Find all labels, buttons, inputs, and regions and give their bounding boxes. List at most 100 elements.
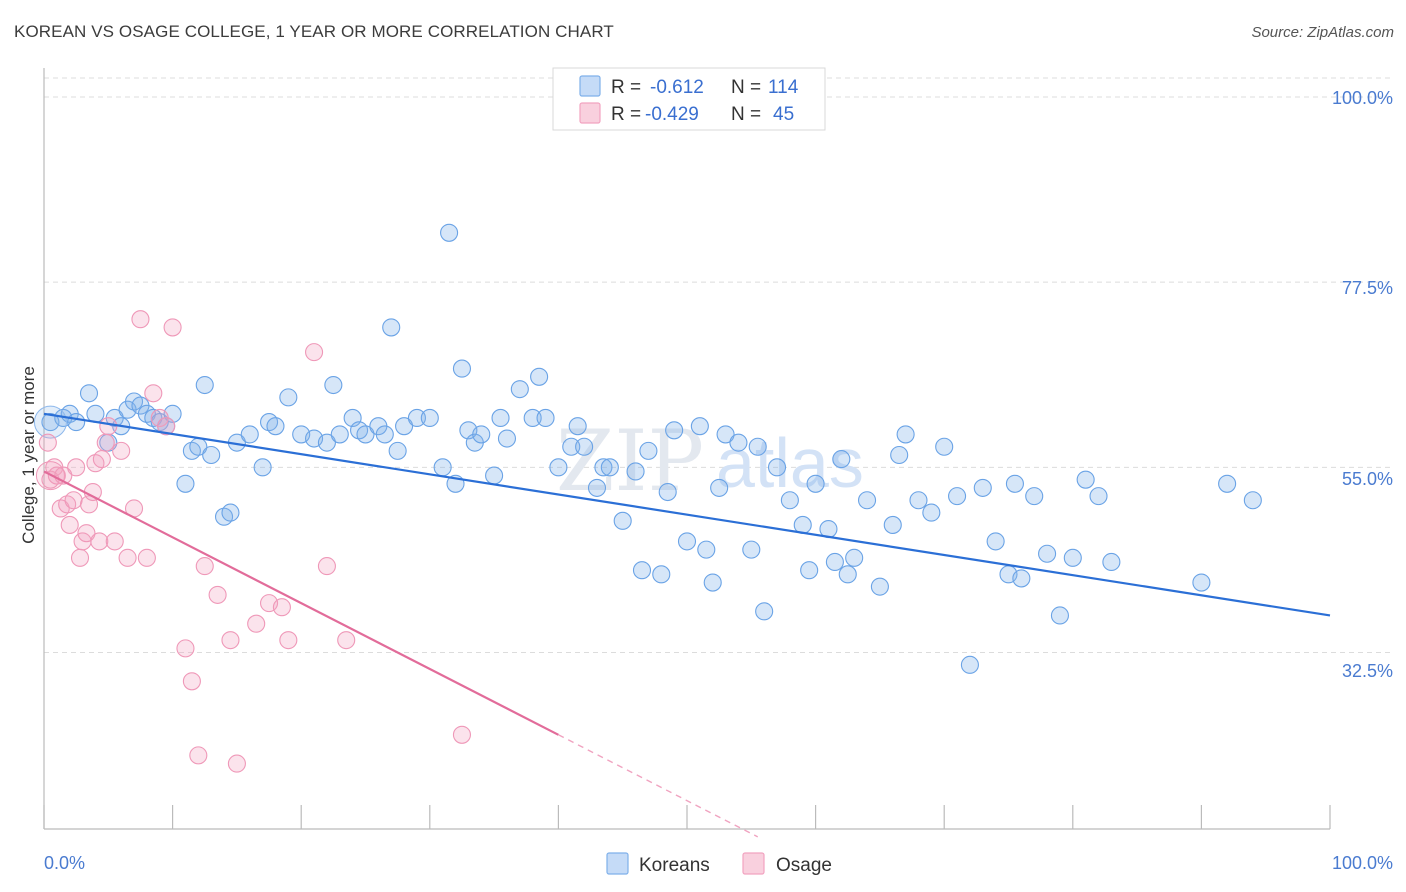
korean-point: [652, 565, 671, 584]
korean-point: [1063, 548, 1082, 567]
korean-point: [922, 503, 941, 522]
osage-point: [77, 524, 96, 543]
osage-point: [60, 515, 79, 534]
korean-points: [33, 223, 1262, 674]
korean-point: [536, 408, 555, 428]
korean-point: [240, 425, 259, 444]
korean-point: [420, 408, 439, 428]
korean-point: [1089, 487, 1108, 506]
legend-r-value-1: -0.612: [650, 77, 704, 98]
watermark-atlas: atlas: [716, 424, 864, 502]
watermark-zip: ZIP: [556, 412, 704, 510]
korean-point: [375, 425, 394, 444]
korean-point: [697, 540, 716, 559]
osage-point: [96, 433, 115, 452]
osage-point: [279, 631, 298, 650]
osage-point: [99, 417, 118, 436]
korean-point: [497, 429, 517, 448]
korean-point: [870, 577, 889, 596]
korean-point: [1038, 544, 1057, 563]
korean-point: [960, 655, 979, 674]
osage-point: [317, 557, 336, 576]
korean-point: [382, 318, 401, 337]
korean-point: [973, 478, 992, 497]
correlation-legend: R = -0.612 N = 114 R = -0.429 N = 45: [552, 67, 826, 131]
legend-swatch-koreans: [579, 75, 601, 97]
korean-point: [838, 565, 857, 584]
x-tick-label-max: 100.0%: [1332, 853, 1393, 873]
osage-point: [118, 548, 137, 567]
legend-swatch-osage: [579, 102, 601, 124]
korean-point: [67, 413, 86, 432]
korean-point: [600, 458, 619, 477]
y-tick-label-77-5: 77.5%: [1342, 278, 1393, 298]
osage-point: [227, 754, 246, 773]
korean-point: [549, 458, 568, 477]
osage-point: [305, 343, 324, 362]
korean-point: [395, 417, 414, 436]
chart-title: KOREAN VS OSAGE COLLEGE, 1 YEAR OR MORE …: [14, 22, 614, 41]
korean-point: [266, 417, 285, 436]
osage-point: [272, 598, 291, 617]
korean-point: [632, 561, 652, 580]
osage-point: [452, 725, 472, 744]
korean-trend-line: [43, 412, 1331, 617]
osage-point: [83, 482, 102, 502]
osage-point: [137, 548, 156, 567]
korean-point: [562, 437, 581, 456]
y-tick-label-32-5: 32.5%: [1342, 661, 1393, 681]
osage-point: [38, 433, 57, 452]
korean-point: [755, 602, 774, 621]
source-credit: Source: ZipAtlas.com: [1251, 24, 1394, 41]
korean-point: [1102, 552, 1121, 572]
korean-point: [909, 491, 928, 510]
bottom-legend-osage: Osage: [776, 855, 832, 876]
korean-point: [1025, 487, 1044, 506]
korean-point: [317, 433, 336, 452]
korean-point: [780, 491, 799, 510]
korean-point: [1012, 569, 1031, 588]
bottom-legend-swatch-osage: [742, 852, 765, 875]
korean-point: [845, 548, 864, 567]
osage-point: [90, 532, 109, 551]
korean-point: [195, 375, 214, 395]
osage-point: [247, 614, 266, 633]
korean-point: [1192, 573, 1211, 592]
korean-point: [690, 417, 709, 436]
korean-point: [896, 425, 915, 444]
osage-points: [35, 310, 472, 773]
korean-point: [665, 421, 684, 440]
korean-point: [748, 437, 767, 456]
korean-point: [202, 445, 221, 465]
bottom-legend-koreans: Koreans: [639, 855, 710, 876]
korean-point: [1050, 606, 1069, 625]
korean-point: [575, 437, 594, 456]
korean-point: [716, 425, 735, 444]
axes-layer: [43, 68, 1331, 830]
osage-point: [112, 441, 131, 460]
korean-point: [1243, 491, 1262, 510]
bottom-legend-swatch-koreans: [606, 852, 629, 875]
korean-point: [935, 437, 954, 456]
y-axis-label: College, 1 year or more: [19, 366, 38, 544]
korean-point: [324, 375, 343, 395]
osage-point: [176, 639, 195, 658]
korean-point: [613, 511, 632, 530]
osage-point: [157, 417, 176, 436]
korean-point: [742, 540, 761, 559]
korean-point: [677, 532, 697, 551]
korean-point: [729, 433, 748, 452]
korean-point: [986, 532, 1005, 551]
osage-point: [189, 746, 208, 765]
korean-point: [523, 408, 542, 428]
korean-point: [279, 388, 298, 407]
korean-point: [710, 478, 729, 497]
legend-n-label-2: N =: [731, 104, 761, 125]
korean-point: [452, 359, 472, 378]
korean-point: [806, 474, 825, 493]
korean-point: [800, 561, 819, 580]
osage-point: [105, 532, 124, 551]
korean-point: [530, 367, 549, 386]
osage-point: [163, 318, 182, 337]
korean-point: [1005, 474, 1024, 493]
